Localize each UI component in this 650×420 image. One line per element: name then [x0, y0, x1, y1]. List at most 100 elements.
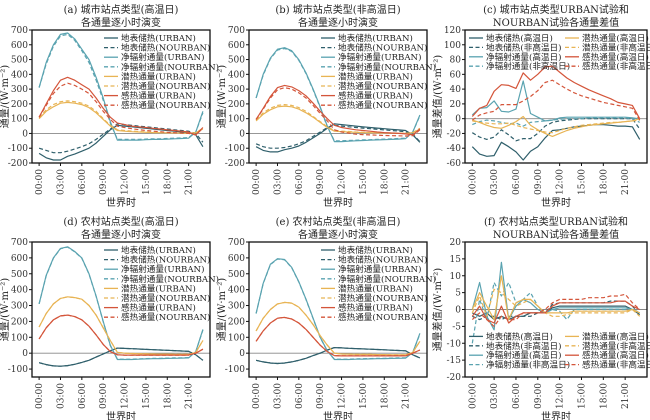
series-line-3 — [255, 47, 421, 142]
legend-label: 地表储热(非高温日) — [486, 340, 561, 352]
series-line-5 — [255, 301, 421, 356]
legend-label: 潜热通量(URBAN) — [121, 282, 196, 294]
y-tick-label: 200 — [228, 100, 245, 110]
x-tick-label: 03:00 — [490, 383, 500, 409]
y-tick-label: -200 — [8, 159, 28, 169]
x-tick-label: 12:00 — [121, 383, 131, 409]
legend-label: 净辐射通量(URBAN) — [338, 51, 421, 63]
series-line-2 — [38, 32, 204, 141]
y-tick-label: -5 — [452, 322, 461, 332]
x-tick-label: 06:00 — [512, 169, 522, 195]
y-axis-label: 通量差值/(W·m⁻²) — [431, 55, 444, 138]
legend-label: 地表储热(高温日) — [486, 32, 553, 44]
x-tick-label: 18:00 — [599, 383, 609, 409]
series-line-5 — [472, 119, 640, 134]
legend-label: 净辐射通量(URBAN) — [338, 263, 421, 275]
x-tick-label: 21:00 — [621, 383, 631, 409]
legend-label: 感热通量(URBAN) — [121, 90, 196, 102]
y-tick-label: -100 — [8, 144, 28, 154]
y-axis-label: 通量/(W·m⁻²) — [0, 278, 11, 341]
series-line-5 — [255, 103, 421, 134]
legend-label: 地表储热(高温日) — [486, 330, 553, 342]
series-line-6 — [471, 300, 640, 324]
legend-label: 净辐射通量(高温日) — [486, 349, 561, 361]
legend-label: 地表储热(非高温日) — [486, 41, 561, 53]
chart-title-line2: NOURBAN试验各通量差值 — [493, 228, 619, 241]
y-tick-label: -100 — [225, 365, 245, 375]
y-tick-label: 60 — [450, 70, 462, 80]
y-tick-label: -100 — [8, 365, 28, 375]
legend-label: 潜热通量(高温日) — [582, 330, 649, 342]
x-tick-label: 15:00 — [577, 383, 587, 409]
series-line-7 — [471, 293, 641, 327]
y-tick-label: 400 — [228, 286, 245, 296]
legend-label: 净辐射通量(非高温日) — [486, 60, 570, 72]
y-tick-label: 0 — [22, 349, 28, 359]
x-tick-label: 06:00 — [78, 169, 88, 195]
x-tick-label: 00:00 — [252, 383, 262, 409]
plot-frame — [31, 29, 211, 164]
legend-label: 潜热通量(高温日) — [582, 32, 649, 44]
legend-label: 潜热通量(URBAN) — [121, 70, 196, 82]
series-line-1 — [255, 124, 421, 149]
y-tick-label: 20 — [450, 238, 462, 248]
y-tick-label: 600 — [228, 254, 245, 264]
chart-title-line1: (d) 农村站点类型(高温日) — [63, 215, 178, 228]
y-axis-label: 通量差值/(W·m⁻²) — [431, 268, 444, 351]
series-line-3 — [471, 281, 640, 344]
y-tick-label: 300 — [228, 302, 245, 312]
x-tick-label: 03:00 — [273, 169, 283, 195]
x-tick-label: 00:00 — [35, 383, 45, 409]
legend: 地表储热(高温日)地表储热(非高温日)净辐射通量(高温日)净辐射通量(非高温日)… — [469, 330, 650, 371]
legend-label: 感热通量(高温日) — [582, 349, 649, 361]
x-tick-label: 21:00 — [402, 169, 412, 195]
plot-frame — [248, 241, 428, 378]
y-tick-label: 600 — [228, 41, 245, 51]
legend-label: 潜热通量(NOURBAN) — [338, 80, 427, 92]
y-tick-label: 700 — [11, 26, 28, 36]
x-tick-label: 18:00 — [380, 169, 390, 195]
series-line-1 — [471, 118, 641, 142]
legend-label: 感热通量(非高温日) — [582, 60, 650, 72]
y-tick-label: 10 — [450, 272, 462, 282]
x-tick-label: 15:00 — [142, 383, 152, 409]
y-tick-label: 300 — [11, 302, 28, 312]
y-tick-label: 500 — [228, 270, 245, 280]
series-line-7 — [38, 314, 204, 356]
legend-label: 地表储热(NOURBAN) — [338, 254, 427, 266]
x-tick-label: 21:00 — [621, 169, 631, 195]
x-axis-label: 世界时 — [106, 411, 136, 420]
legend-label: 潜热通量(非高温日) — [582, 340, 650, 352]
y-tick-label: 500 — [11, 56, 28, 66]
y-tick-label: 100 — [228, 333, 245, 343]
y-tick-label: 0 — [455, 306, 461, 316]
y-tick-label: 400 — [11, 70, 28, 80]
y-tick-label: 700 — [11, 238, 28, 248]
series-line-2 — [471, 80, 640, 122]
chart-title-line1: (f) 农村站点类型URBAN试验和 — [484, 215, 628, 228]
series-line-6 — [471, 65, 641, 119]
legend: 地表储热(URBAN)地表储热(NOURBAN)净辐射通量(URBAN)净辐射通… — [321, 32, 436, 111]
y-tick-label: 400 — [228, 70, 245, 80]
y-tick-label: 100 — [228, 115, 245, 125]
legend-label: 感热通量(非高温日) — [582, 359, 650, 371]
x-tick-label: 21:00 — [185, 383, 195, 409]
y-tick-label: 200 — [11, 317, 28, 327]
legend-label: 净辐射通量(URBAN) — [121, 263, 204, 275]
x-tick-label: 12:00 — [338, 383, 348, 409]
x-tick-label: 00:00 — [468, 169, 478, 195]
y-tick-label: -10 — [447, 339, 462, 349]
x-tick-label: 00:00 — [468, 383, 478, 409]
series-line-7 — [255, 316, 421, 357]
x-tick-label: 03:00 — [56, 169, 66, 195]
legend-label: 感热通量(高温日) — [582, 51, 649, 63]
chart-title-line2: NOURBAN试验各通量差值 — [493, 16, 619, 29]
y-tick-label: 5 — [455, 289, 461, 299]
legend-label: 感热通量(NOURBAN) — [121, 311, 210, 323]
y-tick-label: -60 — [447, 159, 462, 169]
series-line-7 — [255, 86, 421, 137]
x-axis-label: 世界时 — [541, 411, 571, 420]
x-tick-label: 18:00 — [163, 383, 173, 409]
legend-label: 地表储热(URBAN) — [338, 32, 413, 44]
